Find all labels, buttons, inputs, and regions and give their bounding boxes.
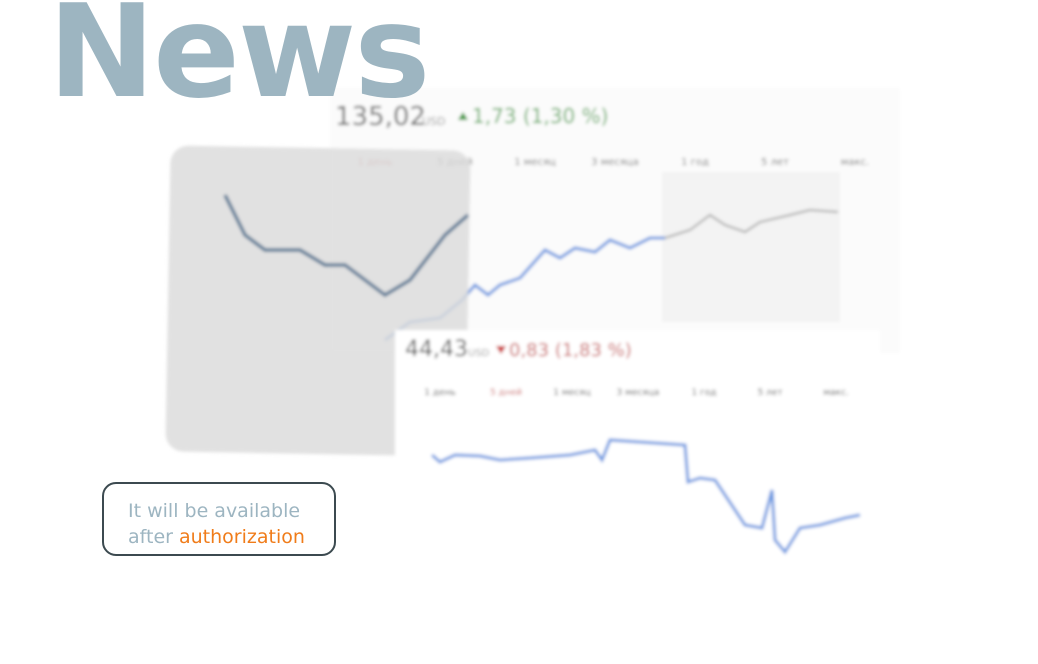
after-hours	[662, 172, 840, 322]
change: 0,83 (1,83 %)	[509, 340, 632, 361]
tab[interactable]: 5 лет	[761, 157, 789, 168]
tab[interactable]: 1 месяц	[553, 388, 590, 398]
card-grey	[165, 145, 471, 457]
charts: 135,02 USD 1,73 (1,30 %) 1 день 5 дней 1 м…	[165, 88, 900, 580]
notice-line: It will be available	[128, 500, 301, 522]
change: 1,73 (1,30 %)	[472, 104, 608, 128]
tab[interactable]: 3 месяца	[591, 157, 639, 168]
tab[interactable]: 1 год	[681, 157, 709, 168]
line	[664, 208, 839, 239]
tab[interactable]: 1 день	[424, 388, 456, 398]
price: 135,02	[335, 102, 426, 132]
tab[interactable]: макс.	[823, 388, 849, 398]
title: News	[48, 0, 430, 127]
tab[interactable]: 1 месяц	[514, 157, 556, 168]
notice-text: after	[128, 526, 173, 548]
down-arrow	[496, 346, 506, 354]
tab[interactable]: макс.	[841, 157, 869, 168]
auth-link: authorization	[179, 526, 305, 548]
up-arrow	[458, 112, 468, 120]
price: 44,43	[405, 337, 468, 362]
tab[interactable]: 5 дней	[490, 388, 522, 398]
tab[interactable]: 5 лет	[757, 388, 782, 398]
line	[431, 438, 861, 555]
tabs: 1 день 5 дней 1 месяц 3 месяца 1 год 5 лет мак…	[424, 388, 849, 398]
notice: It will be available after authorization	[102, 482, 336, 556]
currency: USD	[422, 115, 446, 128]
notice-line: after authorization	[128, 524, 334, 550]
tab[interactable]: 1 год	[691, 388, 716, 398]
currency: USD	[468, 348, 490, 359]
tab[interactable]: 3 месяца	[617, 388, 660, 398]
line	[223, 194, 470, 298]
